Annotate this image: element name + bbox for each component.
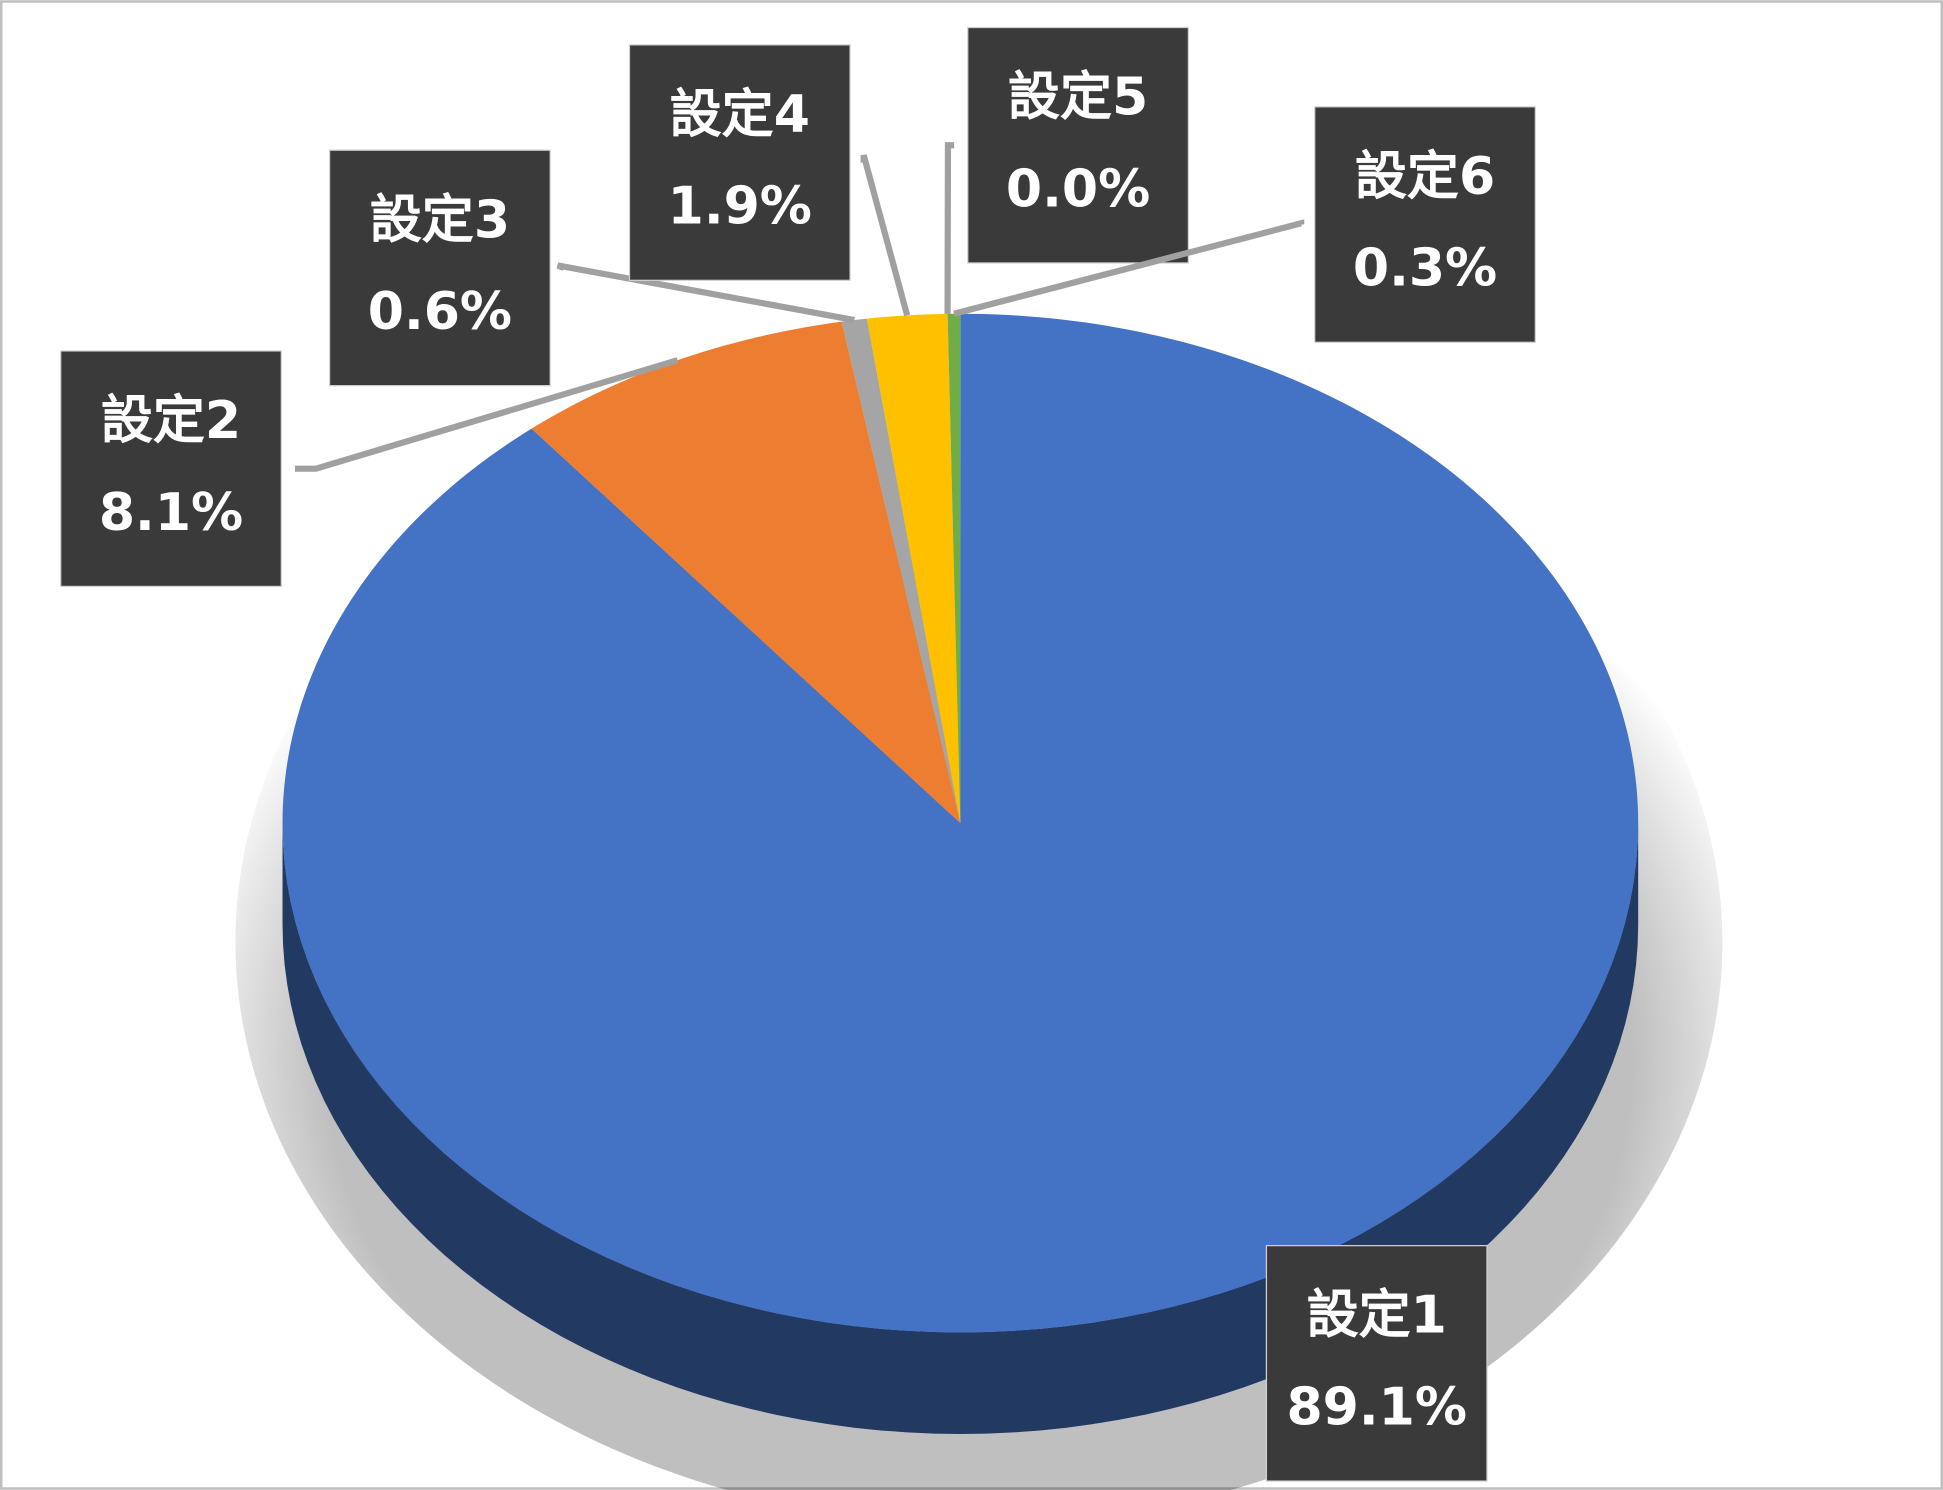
slice: [841, 318, 961, 824]
value-label: 0.0%: [1006, 159, 1150, 219]
label-box: [967, 26, 1189, 264]
slice: [947, 313, 961, 824]
slice: [531, 321, 961, 824]
value-label: 1.9%: [668, 177, 812, 237]
label-box: [1314, 106, 1536, 343]
value-label: 0.6%: [368, 282, 512, 342]
category-label: 設定6: [1355, 147, 1495, 207]
slice: [282, 313, 1639, 1333]
value-label: 89.1%: [1286, 1377, 1467, 1437]
category-label: 設定2: [101, 391, 241, 451]
leader-line: [944, 142, 955, 314]
value-label: 0.3%: [1353, 239, 1497, 299]
value-label: 8.1%: [99, 483, 243, 543]
category-label: 設定5: [1008, 68, 1148, 128]
category-label: 設定3: [370, 190, 510, 250]
label-box: [60, 350, 282, 588]
leader-line: [294, 357, 679, 472]
category-label: 設定1: [1307, 1286, 1447, 1346]
leader-line: [953, 219, 1305, 317]
leader-line: [860, 154, 911, 317]
label-box: [328, 149, 551, 387]
label-box: [628, 44, 851, 281]
leader-line: [556, 262, 855, 324]
slice: [866, 313, 961, 824]
label-box: [1265, 1245, 1488, 1482]
category-label: 設定4: [670, 85, 810, 145]
